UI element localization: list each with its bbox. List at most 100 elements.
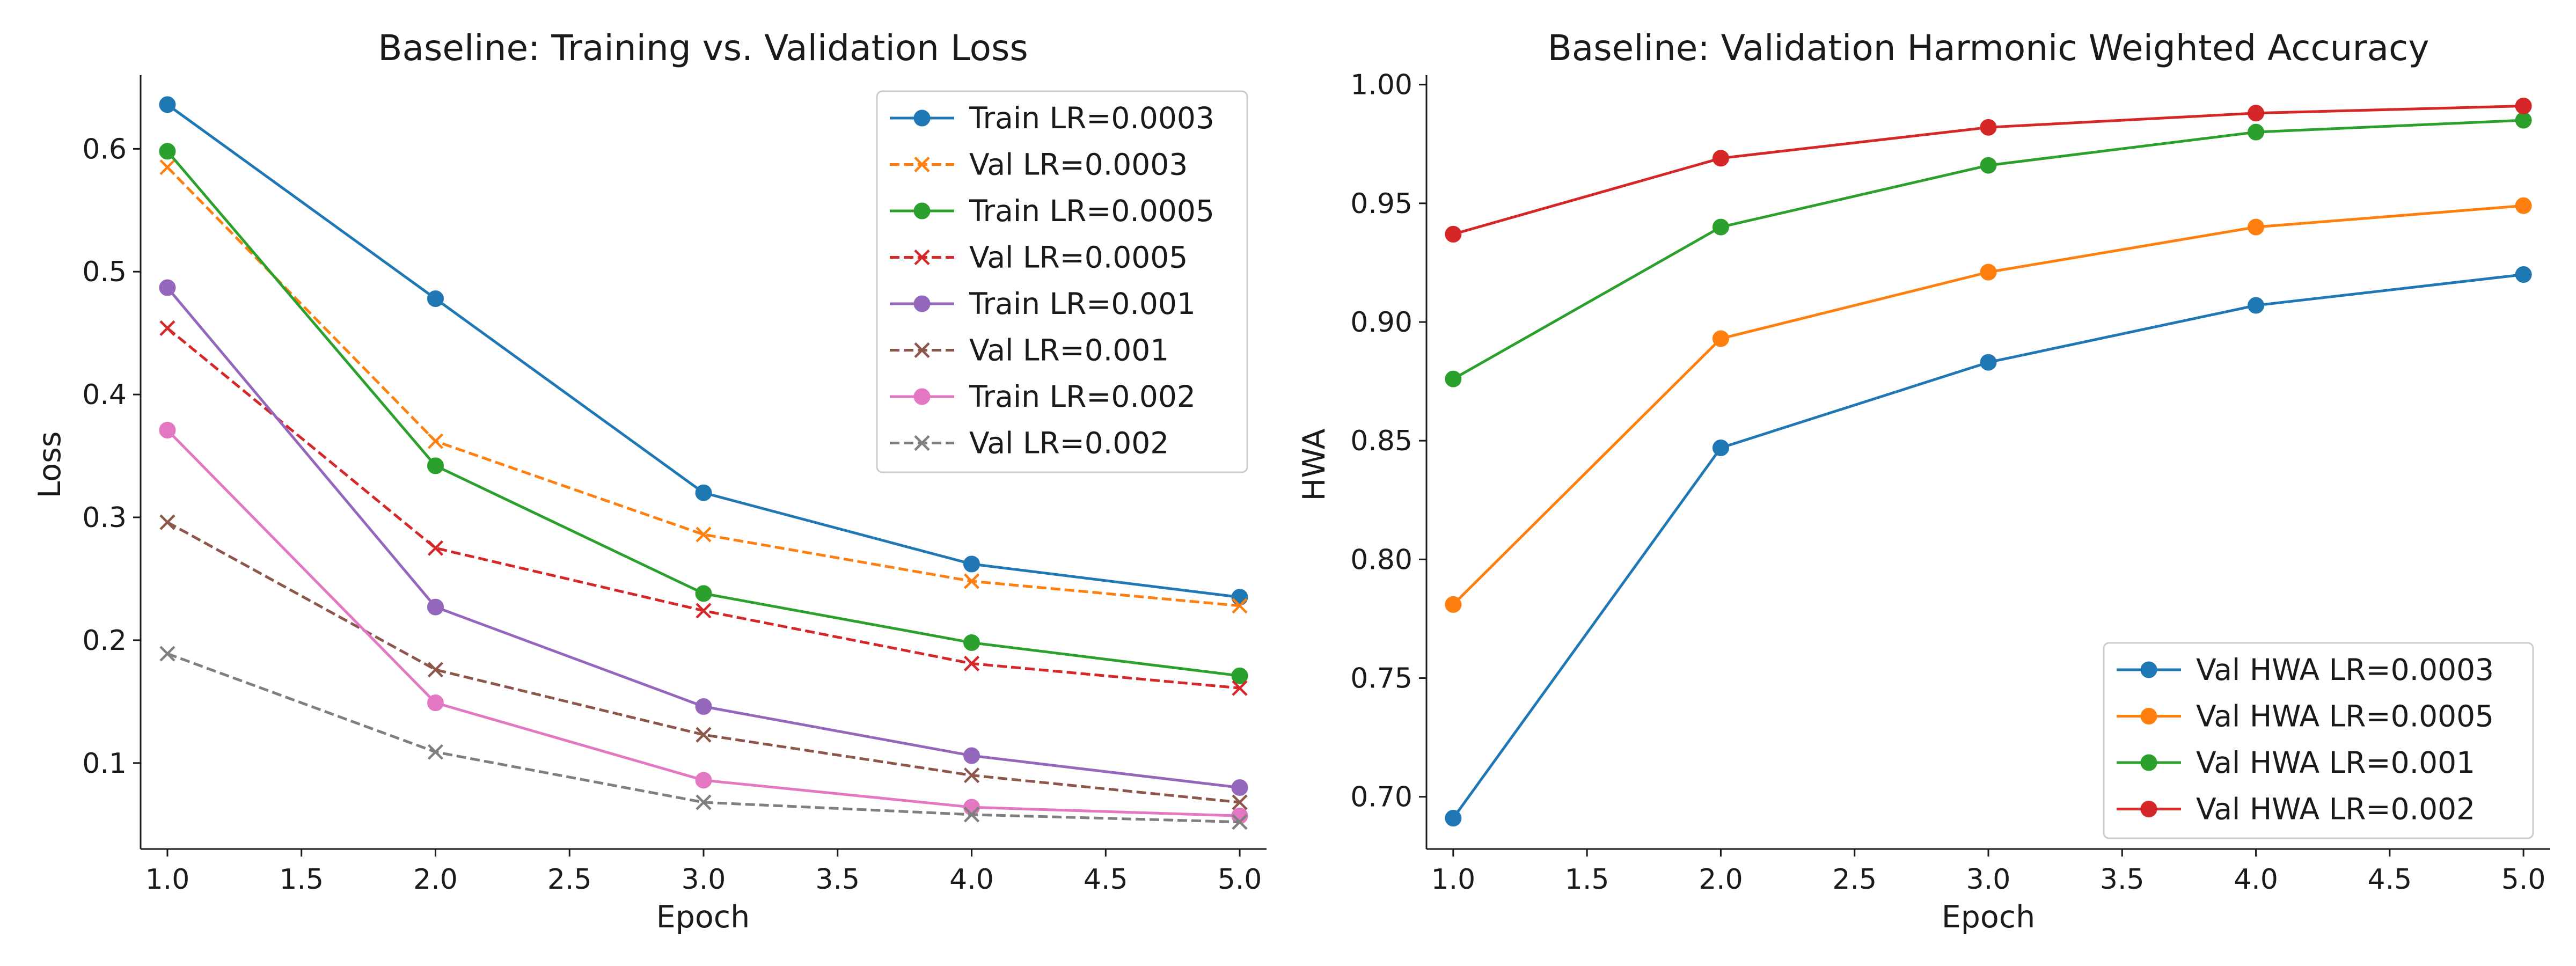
- hwa-series-val-hwa-lr-0-0003-point: [1980, 354, 1997, 371]
- hwa-series-val-hwa-lr-0-0003-point: [1445, 809, 1462, 826]
- hwa-series-val-hwa-lr-0-001-point: [1980, 157, 1997, 174]
- hwa-series-val-hwa-lr-0-0005-point: [1712, 330, 1729, 347]
- loss-series-train-lr-0-001-point: [963, 747, 980, 764]
- loss-y-tick-label: 0.5: [82, 256, 127, 288]
- loss-series-val-lr-0-001-point: [696, 727, 712, 743]
- loss-x-tick-label: 2.0: [413, 863, 458, 896]
- loss-legend-entry-train-lr-0-002: Train LR=0.002: [890, 379, 1196, 414]
- hwa-x-tick-label: 2.0: [1699, 863, 1743, 896]
- loss-legend-entry-train-lr-0-0003-label: Train LR=0.0003: [969, 101, 1214, 135]
- loss-series-val-lr-0-002-point: [159, 646, 175, 662]
- hwa-y-tick-label: 0.80: [1350, 544, 1413, 576]
- hwa-series-val-hwa-lr-0-001-point: [1712, 218, 1729, 236]
- loss-series-val-lr-0-0005-point: [427, 540, 444, 556]
- hwa-x-tick-label: 3.0: [1966, 863, 2011, 896]
- hwa-y-tick-label: 0.75: [1350, 663, 1413, 695]
- hwa-y-tick-label: 0.85: [1350, 425, 1413, 457]
- loss-legend-entry-val-lr-0-001-marker: [914, 342, 930, 358]
- loss-legend: Train LR=0.0003 Val LR=0.0003 Train LR=0.0…: [876, 90, 1248, 473]
- loss-series-train-lr-0-001: [159, 279, 1248, 796]
- loss-y-tick-label: 0.2: [82, 625, 127, 657]
- hwa-x-tick-label: 5.0: [2501, 863, 2546, 896]
- loss-legend-entry-train-lr-0-001-label: Train LR=0.001: [969, 287, 1196, 321]
- hwa-chart-panel: Baseline: Validation Harmonic Weighted A…: [1297, 27, 2550, 935]
- hwa-chart-y-axis-label: HWA: [1297, 428, 1332, 501]
- loss-y-tick-label: 0.4: [82, 379, 127, 411]
- loss-series-val-lr-0-0005-point: [696, 603, 712, 619]
- loss-series-train-lr-0-001-point: [427, 598, 444, 616]
- loss-legend-entry-train-lr-0-0003-marker: [913, 109, 931, 127]
- loss-legend-entry-train-lr-0-0005-marker: [913, 202, 931, 219]
- loss-series-train-lr-0-0003-point: [963, 555, 980, 573]
- loss-series-train-lr-0-002-point: [159, 421, 176, 438]
- loss-series-train-lr-0-001-point: [159, 279, 176, 296]
- loss-series-train-lr-0-002-point: [1231, 807, 1248, 824]
- hwa-series-val-hwa-lr-0-0003-point: [2248, 297, 2265, 314]
- hwa-x-tick-label: 4.5: [2368, 863, 2412, 896]
- loss-series-val-lr-0-001-point: [963, 767, 980, 784]
- loss-legend-entry-val-lr-0-0005: Val LR=0.0005: [890, 240, 1188, 275]
- loss-series-val-lr-0-002-point: [427, 744, 444, 760]
- loss-chart-title: Baseline: Training vs. Validation Loss: [378, 27, 1028, 69]
- loss-series-val-lr-0-0003-point: [427, 433, 444, 449]
- loss-series-val-lr-0-001-point: [427, 662, 444, 678]
- hwa-legend-entry-val-hwa-lr-0-0003: Val HWA LR=0.0003: [2117, 653, 2494, 687]
- loss-legend-entry-val-lr-0-001: Val LR=0.001: [890, 333, 1169, 368]
- loss-series-val-lr-0-001-point: [159, 514, 175, 530]
- loss-x-tick-label: 3.5: [815, 863, 860, 896]
- loss-series-train-lr-0-0003: [159, 96, 1248, 606]
- loss-legend-entry-train-lr-0-002-marker: [913, 388, 931, 405]
- hwa-series-val-hwa-lr-0-0003: [1445, 266, 2532, 826]
- hwa-series-val-hwa-lr-0-002-point: [1712, 150, 1729, 167]
- loss-series-val-lr-0-0005-point: [963, 655, 980, 671]
- loss-series-train-lr-0-002-point: [695, 772, 712, 789]
- hwa-x-tick-label: 3.5: [2100, 863, 2145, 896]
- loss-legend-entry-train-lr-0-0005: Train LR=0.0005: [890, 194, 1214, 228]
- hwa-legend-entry-val-hwa-lr-0-0005: Val HWA LR=0.0005: [2117, 699, 2494, 734]
- hwa-legend-entry-val-hwa-lr-0-001: Val HWA LR=0.001: [2117, 745, 2475, 780]
- hwa-series-val-hwa-lr-0-0003-point: [1712, 439, 1729, 456]
- hwa-legend-entry-val-hwa-lr-0-002-label: Val HWA LR=0.002: [2196, 792, 2475, 826]
- hwa-series-val-hwa-lr-0-0005-point: [1445, 596, 1462, 613]
- hwa-series-val-hwa-lr-0-001-point: [2248, 123, 2265, 141]
- loss-legend-entry-val-lr-0-0005-label: Val LR=0.0005: [969, 240, 1188, 275]
- loss-x-tick-label: 2.5: [547, 863, 592, 896]
- loss-series-train-lr-0-0005-point: [159, 143, 176, 160]
- hwa-y-tick-label: 0.95: [1350, 188, 1413, 220]
- loss-legend-entry-val-lr-0-002: Val LR=0.002: [890, 426, 1169, 460]
- hwa-legend-entry-val-hwa-lr-0-002-marker: [2140, 801, 2157, 817]
- loss-legend-entry-val-lr-0-002-label: Val LR=0.002: [969, 426, 1169, 460]
- loss-legend-entry-val-lr-0-0005-marker: [914, 249, 930, 266]
- loss-x-tick-label: 1.5: [279, 863, 324, 896]
- loss-legend-entry-val-lr-0-0003: Val LR=0.0003: [890, 148, 1188, 182]
- loss-series-val-lr-0-001-line: [166, 521, 1240, 804]
- loss-x-tick-label: 5.0: [1218, 863, 1262, 896]
- loss-series-train-lr-0-002: [159, 421, 1248, 824]
- loss-series-train-lr-0-002-point: [963, 799, 980, 816]
- loss-series-val-lr-0-0003-point: [696, 526, 712, 543]
- loss-legend-entry-train-lr-0-002-label: Train LR=0.002: [969, 379, 1196, 414]
- loss-series-val-lr-0-002-line: [167, 652, 1240, 824]
- hwa-series-val-hwa-lr-0-0003-point: [2515, 266, 2532, 283]
- loss-legend-box: [876, 90, 1248, 473]
- loss-chart-panel: Baseline: Training vs. Validation Loss E…: [32, 27, 1267, 935]
- loss-series-val-lr-0-0005-point: [1232, 680, 1248, 696]
- hwa-series-val-hwa-lr-0-0005-point: [1980, 264, 1997, 281]
- hwa-y-tick-label: 0.70: [1350, 781, 1413, 814]
- hwa-series-val-hwa-lr-0-0005-point: [2248, 218, 2265, 236]
- hwa-legend: Val HWA LR=0.0003 Val HWA LR=0.0005 Val HW…: [2103, 642, 2534, 839]
- hwa-chart-x-axis-label: Epoch: [1942, 899, 2036, 935]
- loss-series-train-lr-0-0003-point: [1231, 589, 1248, 606]
- loss-series-val-lr-0-002-point: [963, 807, 980, 823]
- loss-series-train-lr-0-0005-point: [1231, 667, 1248, 684]
- hwa-x-tick-label: 1.5: [1565, 863, 1609, 896]
- loss-x-tick-label: 4.5: [1084, 863, 1128, 896]
- loss-series-val-lr-0-0003-point: [1232, 598, 1248, 614]
- hwa-x-tick-label: 4.0: [2234, 863, 2278, 896]
- loss-series-val-lr-0-002: [159, 646, 1248, 830]
- loss-legend-entry-train-lr-0-001-marker: [913, 295, 931, 312]
- loss-series-train-lr-0-002-point: [427, 694, 444, 712]
- loss-series-train-lr-0-001-point: [695, 698, 712, 715]
- loss-series-train-lr-0-0003-point: [695, 484, 712, 501]
